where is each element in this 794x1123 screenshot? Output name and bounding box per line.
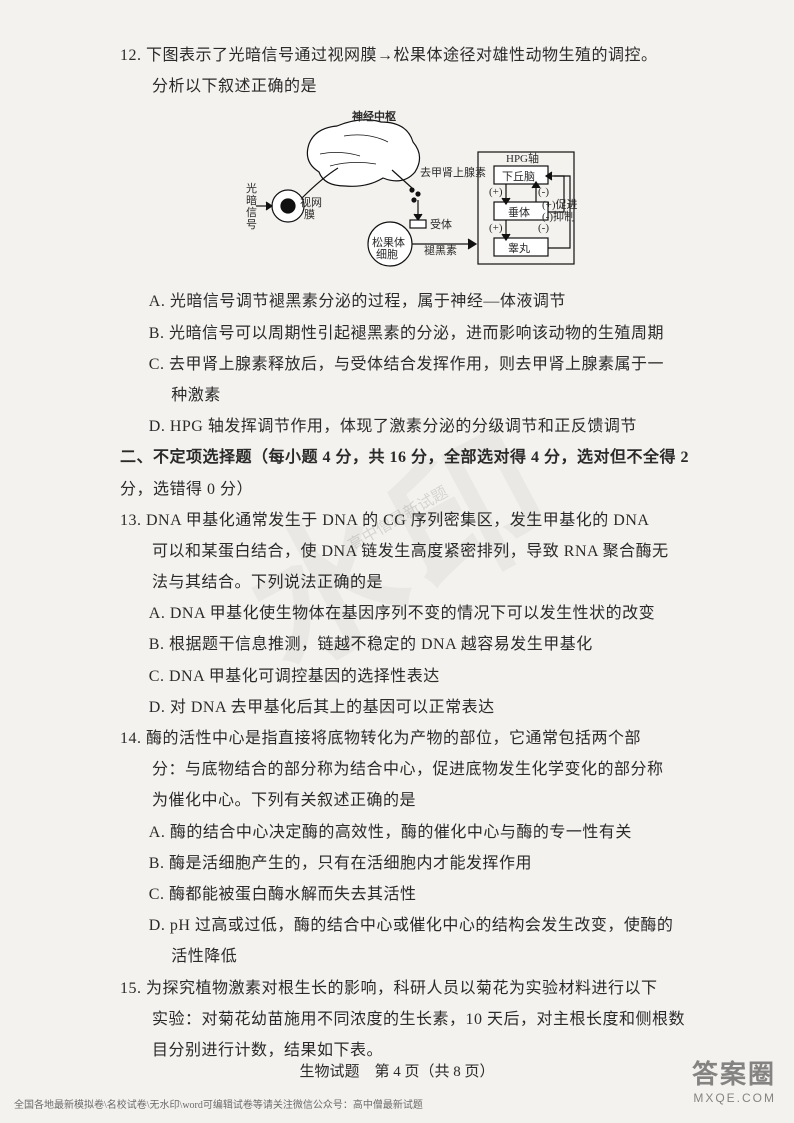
diagram-label-pineal2: 细胞 <box>376 246 398 262</box>
q14-optB: B. 酶是活细胞产生的，只有在活细胞内才能发挥作用 <box>120 848 704 879</box>
diagram-label-signal4: 号 <box>246 216 257 232</box>
section2-title-l1: 二、不定项选择题（每小题 4 分，共 16 分，全部选对得 4 分，选对但不全得… <box>120 442 704 473</box>
diagram-label-plus1: (+) <box>489 186 503 198</box>
corner-logo: 答案圈 MXQE.COM <box>692 1054 776 1105</box>
diagram-label-plus2: (+) <box>489 222 503 234</box>
diagram-label-melatonin: 褪黑素 <box>424 242 457 258</box>
q14-stem-l3: 为催化中心。下列有关叙述正确的是 <box>120 785 704 816</box>
q14-optC: C. 酶都能被蛋白酶水解而失去其活性 <box>120 879 704 910</box>
q12-optA: A. 光暗信号调节褪黑素分泌的过程，属于神经—体液调节 <box>120 286 704 317</box>
diagram-label-testis: 睾丸 <box>508 240 530 256</box>
diagram-label-nora: 去甲肾上腺素 <box>420 164 486 180</box>
q13-stem-l3: 法与其结合。下列说法正确的是 <box>120 567 704 598</box>
q13-stem-l1: 13. DNA 甲基化通常发生于 DNA 的 CG 序列密集区，发生甲基化的 D… <box>120 505 704 536</box>
q12-optC-l2: 种激素 <box>120 380 704 411</box>
q12-optD: D. HPG 轴发挥调节作用，体现了激素分泌的分级调节和正反馈调节 <box>120 411 704 442</box>
corner-logo-small: MXQE.COM <box>692 1091 776 1105</box>
diagram-label-hpg: HPG轴 <box>506 150 539 166</box>
section2-title-bold: 二、不定项选择题（每小题 4 分，共 16 分，全部选对得 4 分，选对但不全得… <box>120 449 689 466</box>
q12-diagram-wrap: 神经中枢 光 暗 信 号 视网 膜 去甲肾上腺素 受体 松果体 细胞 褪黑素 H… <box>120 108 704 278</box>
q15-stem-l2: 实验：对菊花幼苗施用不同浓度的生长素，10 天后，对主根长度和侧根数 <box>120 1004 704 1035</box>
diagram-label-hypo: 下丘脑 <box>502 168 535 184</box>
page-footnote: 全国各地最新模拟卷\名校试卷\无水印\word可编辑试卷等请关注微信公众号：高中… <box>14 1096 423 1111</box>
q13-optA: A. DNA 甲基化使生物体在基因序列不变的情况下可以发生性状的改变 <box>120 598 704 629</box>
diagram-label-receptor: 受体 <box>430 216 452 232</box>
page-footer: 生物试题 第 4 页（共 8 页） <box>0 1060 794 1081</box>
q13-stem-l2: 可以和某蛋白结合，使 DNA 链发生高度紧密排列，导致 RNA 聚合酶无 <box>120 536 704 567</box>
section2-title-l2: 分，选错得 0 分） <box>120 474 704 505</box>
diagram-label-retina2: 膜 <box>304 206 315 222</box>
q14-optD-l2: 活性降低 <box>120 941 704 972</box>
q13-optC: C. DNA 甲基化可调控基因的选择性表达 <box>120 661 704 692</box>
q15-stem-l1: 15. 为探究植物激素对根生长的影响，科研人员以菊花为实验材料进行以下 <box>120 973 704 1004</box>
diagram-label-center: 神经中枢 <box>352 108 396 124</box>
q14-optD-l1: D. pH 过高或过低，酶的结合中心或催化中心的结构会发生改变，使酶的 <box>120 910 704 941</box>
q14-optA: A. 酶的结合中心决定酶的高效性，酶的催化中心与酶的专一性有关 <box>120 817 704 848</box>
q12-optC-l1: C. 去甲肾上腺素释放后，与受体结合发挥作用，则去甲肾上腺素属于一 <box>120 349 704 380</box>
corner-logo-big: 答案圈 <box>692 1054 776 1091</box>
q12-stem-l1: 12. 下图表示了光暗信号通过视网膜→松果体途径对雄性动物生殖的调控。 <box>120 40 704 71</box>
diagram-label-pituitary: 垂体 <box>508 204 530 220</box>
q13-optD: D. 对 DNA 去甲基化后其上的基因可以正常表达 <box>120 692 704 723</box>
q13-optB: B. 根据题干信息推测，链越不稳定的 DNA 越容易发生甲基化 <box>120 629 704 660</box>
diagram-legend2: (-)抑制 <box>542 208 592 224</box>
q14-stem-l1: 14. 酶的活性中心是指直接将底物转化为产物的部位，它通常包括两个部 <box>120 723 704 754</box>
document-page: 水印 高中僧最新试题 12. 下图表示了光暗信号通过视网膜→松果体途径对雄性动物… <box>0 0 794 1123</box>
q14-stem-l2: 分：与底物结合的部分称为结合中心，促进底物发生化学变化的部分称 <box>120 754 704 785</box>
q12-diagram: 神经中枢 光 暗 信 号 视网 膜 去甲肾上腺素 受体 松果体 细胞 褪黑素 H… <box>242 108 582 278</box>
q12-optB: B. 光暗信号可以周期性引起褪黑素的分泌，进而影响该动物的生殖周期 <box>120 318 704 349</box>
q12-stem-l2: 分析以下叙述正确的是 <box>120 71 704 102</box>
